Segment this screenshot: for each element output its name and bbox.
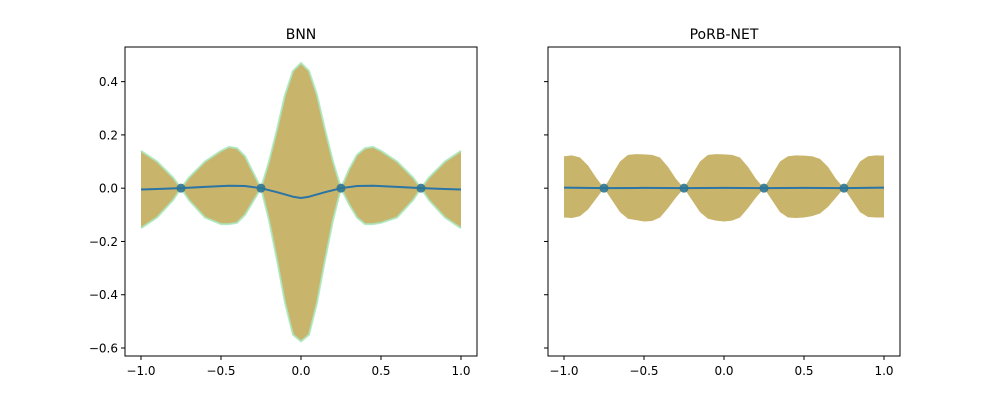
bnn-mean-line [140,184,462,200]
porb-net-x-tick-label: 0.5 [794,364,813,378]
bnn-observation-point [256,183,266,193]
bnn-band-upper-edge [140,61,462,192]
porb-net-x-tick-label: 1.0 [874,364,893,378]
bnn-x-tick-label: 0.5 [371,364,390,378]
bnn-x-tick-label: −0.5 [206,364,235,378]
bnn-y-tick-label: −0.2 [89,235,118,249]
bnn-uncertainty-band [141,62,461,342]
bnn-x-tick-label: 0.0 [291,364,310,378]
bnn-plot-area [140,61,462,343]
porb-net-observation-point [759,183,769,193]
porb-net-panel: PoRB-NET −1.0 −0.5 0.0 0.5 1.0 [544,27,901,378]
bnn-y-tick-label: 0.4 [99,75,118,89]
porb-net-plot-area [563,154,885,222]
bnn-band-lower-edge [140,185,462,343]
porb-net-x-tick-label: −0.5 [629,364,658,378]
porb-net-mean-line [563,186,885,190]
porb-net-observation-point [679,183,689,193]
porb-net-observation-point [839,183,849,193]
bnn-x-tick-label: −1.0 [126,364,155,378]
porb-net-x-tick-label: −1.0 [549,364,578,378]
porb-net-x-tick-label: 0.0 [714,364,733,378]
bnn-observation-point [416,183,426,193]
bnn-observation-point [336,183,346,193]
bnn-y-tick-label: −0.6 [89,342,118,356]
bnn-title: BNN [286,27,317,43]
bnn-y-tick-label: −0.4 [89,288,118,302]
bnn-observation-point [176,183,186,193]
bnn-panel: BNN −1.0 −0.5 0.0 0.5 1.0 −0.6 −0.4 −0.2 0.0 0.2 0… [89,27,478,378]
bnn-y-tick-label: 0.2 [99,128,118,142]
bnn-y-tick-label: 0.0 [99,182,118,196]
porb-net-observation-point [599,183,609,193]
bnn-x-tick-label: 1.0 [451,364,470,378]
bnn-ticks: −1.0 −0.5 0.0 0.5 1.0 −0.6 −0.4 −0.2 0.0 0.2 0.4 [89,75,471,378]
porb-net-title: PoRB-NET [690,27,759,43]
porb-net-ticks: −1.0 −0.5 0.0 0.5 1.0 [544,81,894,378]
